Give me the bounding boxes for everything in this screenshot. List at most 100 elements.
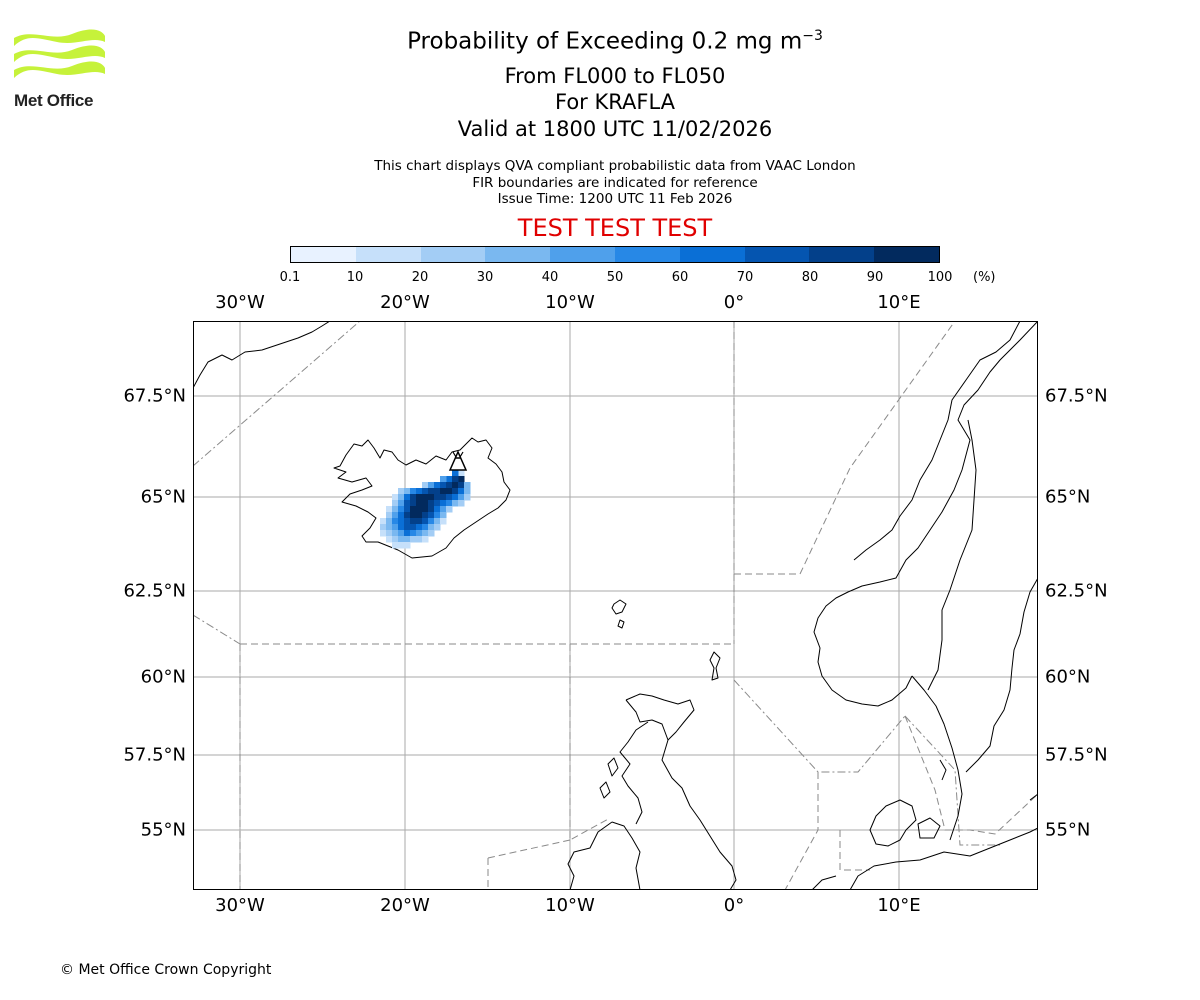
- colorbar-tick: 60: [671, 270, 689, 285]
- ash-cell: [380, 530, 387, 537]
- ash-cell: [428, 512, 435, 519]
- ash-cell: [458, 494, 465, 501]
- ash-cell: [422, 536, 429, 543]
- ash-cell: [392, 530, 399, 537]
- map-panel: [193, 321, 1038, 890]
- ash-cell: [392, 518, 399, 525]
- ash-cell: [446, 482, 453, 489]
- lat-label-left: 55°N: [140, 819, 186, 841]
- ash-cell: [398, 536, 405, 543]
- ash-cell: [446, 500, 453, 507]
- colorbar-swatch: [291, 247, 356, 262]
- ash-cell: [416, 536, 423, 543]
- ash-cell: [386, 536, 393, 543]
- ash-cell: [464, 488, 471, 495]
- description-line: FIR boundaries are indicated for referen…: [472, 174, 758, 191]
- ash-cell: [404, 536, 411, 543]
- colorbar-tick: 10: [346, 270, 364, 285]
- ash-cell: [416, 518, 423, 525]
- ash-cell: [422, 524, 429, 531]
- lon-label-top: 10°W: [545, 292, 595, 313]
- ash-cell: [422, 494, 429, 501]
- colorbar-unit: (%): [973, 270, 996, 285]
- ash-cell: [380, 518, 387, 525]
- ash-cell: [434, 524, 441, 531]
- ash-cell: [398, 518, 405, 525]
- ash-cell: [446, 476, 453, 483]
- ash-cell: [422, 482, 429, 489]
- colorbar-swatch: [809, 247, 875, 262]
- ash-cell: [410, 518, 417, 525]
- met-office-waves-icon: [14, 29, 105, 78]
- flight-level-range: From FL000 to FL050: [504, 64, 726, 88]
- volcano-icon: [448, 450, 468, 471]
- colorbar-tick: 0.1: [279, 270, 301, 285]
- ash-cell: [416, 530, 423, 537]
- ash-cell: [458, 488, 465, 495]
- ash-cell: [446, 494, 453, 501]
- ash-cell: [386, 518, 393, 525]
- graticule: [193, 321, 1038, 890]
- ash-cell: [458, 500, 465, 507]
- ash-cell: [452, 482, 459, 489]
- colorbar-swatch: [550, 247, 615, 262]
- ash-cell: [434, 500, 441, 507]
- lon-label-top: 10°E: [877, 292, 921, 313]
- ash-cell: [392, 512, 399, 519]
- valid-time: Valid at 1800 UTC 11/02/2026: [457, 117, 773, 141]
- fir-boundaries: [193, 321, 1038, 890]
- logo-text: Met Office: [14, 91, 94, 110]
- colorbar-tick: 50: [606, 270, 624, 285]
- ash-cell: [410, 524, 417, 531]
- ash-cell: [398, 500, 405, 507]
- ash-cell: [398, 494, 405, 501]
- ash-cell: [428, 494, 435, 501]
- ash-cell: [392, 494, 399, 501]
- ash-cell: [410, 488, 417, 495]
- ash-cell: [398, 506, 405, 513]
- ash-cell: [428, 530, 435, 537]
- ash-cell: [428, 518, 435, 525]
- colorbar-swatch: [355, 247, 421, 262]
- lon-label-bottom: 10°E: [877, 895, 921, 916]
- ash-cell: [452, 494, 459, 501]
- ash-cell: [422, 506, 429, 513]
- ash-probability-grid: [380, 470, 471, 549]
- colorbar-tick: 90: [866, 270, 884, 285]
- lat-label-right: 62.5°N: [1045, 580, 1108, 602]
- ash-cell: [422, 530, 429, 537]
- ash-cell: [440, 494, 447, 501]
- lat-label-left: 60°N: [140, 666, 186, 688]
- ash-cell: [440, 500, 447, 507]
- test-banner: TEST TEST TEST: [517, 214, 713, 242]
- ash-cell: [410, 512, 417, 519]
- colorbar-tick: 100: [927, 270, 953, 285]
- ash-cell: [416, 494, 423, 501]
- ash-cell: [398, 524, 405, 531]
- ash-cell: [422, 518, 429, 525]
- ash-cell: [440, 512, 447, 519]
- ash-cell: [410, 536, 417, 543]
- chart-title: Probability of Exceeding 0.2 mg m−3: [407, 28, 823, 55]
- ash-cell: [386, 506, 393, 513]
- colorbar-tick: 20: [411, 270, 429, 285]
- ash-cell: [464, 482, 471, 489]
- ash-cell: [392, 500, 399, 507]
- ash-cell: [434, 482, 441, 489]
- ash-cell: [434, 512, 441, 519]
- colorbar-tick: 30: [476, 270, 494, 285]
- ash-cell: [464, 494, 471, 501]
- ash-cell: [404, 506, 411, 513]
- coastlines: [193, 321, 1038, 890]
- ash-cell: [416, 524, 423, 531]
- ash-cell: [410, 500, 417, 507]
- lon-label-top: 20°W: [380, 292, 430, 313]
- ash-cell: [404, 494, 411, 501]
- ash-cell: [452, 500, 459, 507]
- volcano-name: For KRAFLA: [555, 90, 675, 114]
- ash-cell: [416, 488, 423, 495]
- ash-cell: [458, 476, 465, 483]
- lon-label-top: 30°W: [215, 292, 265, 313]
- ash-cell: [440, 488, 447, 495]
- ash-cell: [446, 506, 453, 513]
